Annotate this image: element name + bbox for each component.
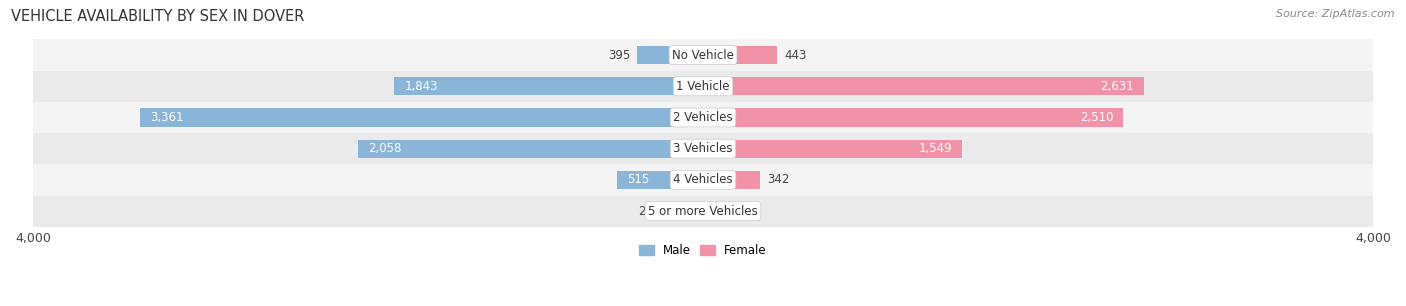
Bar	[617, 171, 703, 189]
Text: VEHICLE AVAILABILITY BY SEX IN DOVER: VEHICLE AVAILABILITY BY SEX IN DOVER	[11, 9, 305, 24]
Text: 1 Vehicle: 1 Vehicle	[676, 80, 730, 93]
Text: 443: 443	[785, 49, 806, 62]
Bar	[703, 202, 730, 220]
Text: 215: 215	[638, 205, 661, 218]
Bar	[32, 102, 1374, 133]
Bar	[703, 140, 963, 158]
Text: 1,843: 1,843	[405, 80, 437, 93]
Bar	[32, 133, 1374, 164]
Text: 2,510: 2,510	[1080, 111, 1114, 124]
Text: 2 Vehicles: 2 Vehicles	[673, 111, 733, 124]
Text: 2,631: 2,631	[1099, 80, 1133, 93]
Text: 2,058: 2,058	[368, 142, 402, 155]
Bar	[32, 196, 1374, 227]
Text: 3 Vehicles: 3 Vehicles	[673, 142, 733, 155]
Text: 5 or more Vehicles: 5 or more Vehicles	[648, 205, 758, 218]
Bar	[703, 77, 1143, 95]
Bar	[703, 46, 778, 64]
Bar	[666, 202, 703, 220]
Text: 395: 395	[607, 49, 630, 62]
Bar	[32, 71, 1374, 102]
Text: 4 Vehicles: 4 Vehicles	[673, 174, 733, 186]
Text: No Vehicle: No Vehicle	[672, 49, 734, 62]
Bar	[637, 46, 703, 64]
Bar	[703, 108, 1123, 127]
Bar	[703, 171, 761, 189]
Text: 515: 515	[627, 174, 650, 186]
Text: 342: 342	[768, 174, 789, 186]
Text: 156: 156	[735, 205, 758, 218]
Bar	[394, 77, 703, 95]
Legend: Male, Female: Male, Female	[634, 240, 772, 262]
Text: 3,361: 3,361	[150, 111, 184, 124]
Text: 1,549: 1,549	[918, 142, 952, 155]
Bar	[141, 108, 703, 127]
Bar	[359, 140, 703, 158]
Text: Source: ZipAtlas.com: Source: ZipAtlas.com	[1277, 9, 1395, 19]
Bar	[32, 39, 1374, 71]
Bar	[32, 164, 1374, 196]
